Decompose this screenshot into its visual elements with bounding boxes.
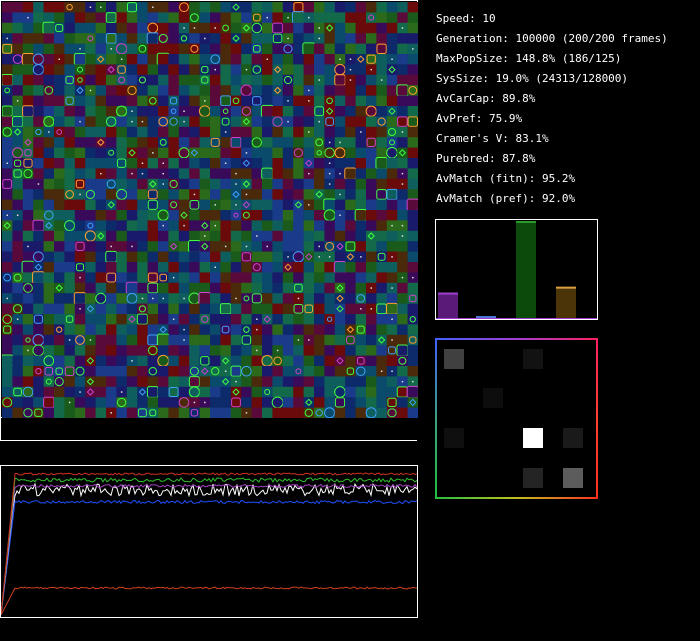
population-grid-canvas[interactable]: [2, 2, 418, 418]
divider: [0, 440, 417, 441]
population-grid[interactable]: [0, 0, 418, 418]
divider: [0, 418, 1, 441]
type-histogram: m f: [435, 219, 598, 320]
histogram-bar-purple: [438, 292, 458, 319]
matrix-cell: [483, 388, 503, 408]
histogram-bar-green: [516, 221, 536, 319]
av-pref-stat: AvPref: 75.9%: [436, 112, 523, 125]
cramers-v-stat: Cramer's V: 83.1%: [436, 132, 549, 145]
matrix-cell: [523, 428, 543, 448]
mating-matrix: [435, 338, 598, 499]
av-match-fitn-stat: AvMatch (fitn): 95.2%: [436, 172, 576, 185]
sys-size-stat: SysSize: 19.0% (24313/128000): [436, 72, 629, 85]
av-car-cap-stat: AvCarCap: 89.8%: [436, 92, 536, 105]
max-pop-size-stat: MaxPopSize: 148.8% (186/125): [436, 52, 622, 65]
purebred-stat: Purebred: 87.8%: [436, 152, 536, 165]
matrix-cell: [523, 349, 543, 369]
histogram-bar-orange: [556, 286, 576, 319]
stats-panel: Speed: 10 Generation: 100000 (200/200 fr…: [436, 9, 668, 209]
matrix-cell: [523, 468, 543, 488]
generation-stat: Generation: 100000 (200/200 frames): [436, 32, 668, 45]
timeseries-plot: [0, 465, 418, 618]
matrix-cell: [563, 468, 583, 488]
speed-stat: Speed: 10: [436, 12, 496, 25]
matrix-cell: [563, 428, 583, 448]
av-match-pref-stat: AvMatch (pref): 92.0%: [436, 192, 576, 205]
matrix-cell: [444, 428, 464, 448]
matrix-cell: [444, 349, 464, 369]
